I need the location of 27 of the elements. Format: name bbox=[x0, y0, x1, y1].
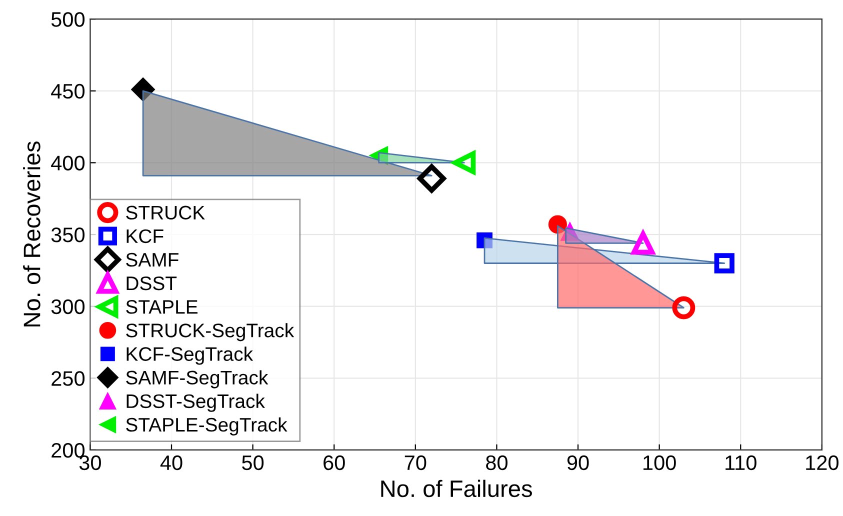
y-tick-label: 300 bbox=[51, 299, 85, 314]
x-tick-label: 100 bbox=[644, 455, 676, 470]
x-tick-label: 110 bbox=[726, 455, 756, 470]
legend-label: SAMF-SegTrack bbox=[126, 370, 268, 388]
legend-label: STRUCK-SegTrack bbox=[126, 323, 294, 342]
legend-label: DSST-SegTrack bbox=[126, 394, 265, 412]
legend-label: STAPLE bbox=[126, 300, 198, 314]
x-tick-label: 80 bbox=[486, 455, 508, 470]
x-tick-label: 40 bbox=[160, 455, 182, 470]
legend-label: STRUCK bbox=[126, 206, 205, 220]
x-tick-label: 50 bbox=[242, 455, 264, 470]
y-tick-label: 450 bbox=[51, 84, 85, 99]
legend-label: KCF-SegTrack bbox=[126, 346, 254, 365]
x-tick-label: 60 bbox=[324, 455, 345, 470]
y-tick-label: 400 bbox=[51, 156, 85, 170]
legend-label: STAPLE-SegTrack bbox=[126, 417, 288, 436]
legend-label: SAMF bbox=[126, 252, 178, 267]
x-tick-label: 90 bbox=[567, 455, 589, 470]
y-tick-label: 250 bbox=[52, 371, 85, 386]
x-axis-title: No. of Failures bbox=[381, 480, 532, 498]
legend-label: KCF bbox=[126, 229, 164, 244]
y-axis-title: No. of Recoveries bbox=[23, 142, 40, 326]
x-tick-label: 70 bbox=[404, 455, 426, 470]
x-tick-label: 120 bbox=[806, 455, 838, 470]
legend-label: DSST bbox=[126, 276, 177, 290]
y-tick-label: 350 bbox=[51, 228, 85, 242]
y-tick-label: 500 bbox=[51, 12, 85, 27]
